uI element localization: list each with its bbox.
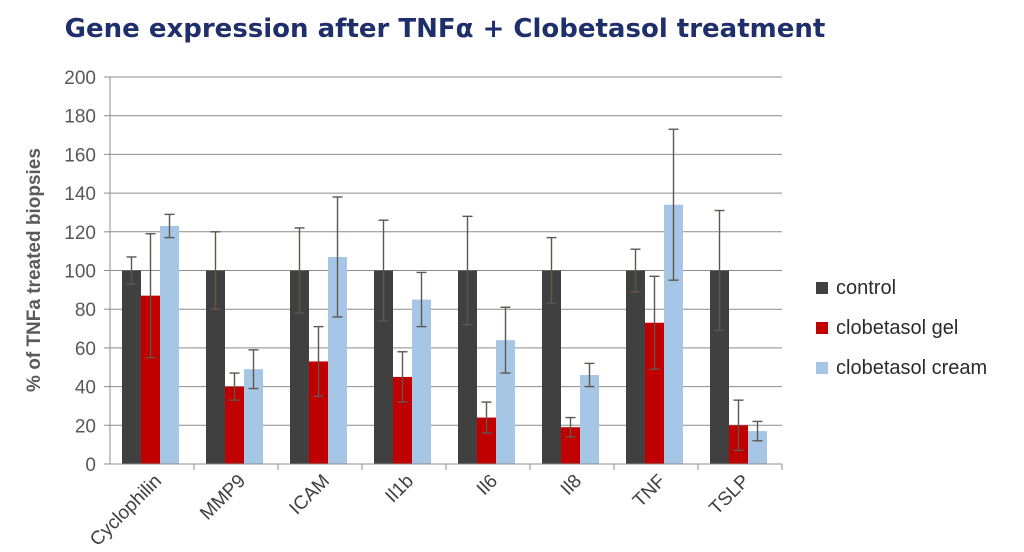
y-tick-label: 40 bbox=[75, 378, 96, 399]
bar-clobetasol-gel-cyclophilin bbox=[141, 295, 160, 464]
x-tick-label-mmp9: MMP9 bbox=[196, 471, 250, 525]
bar-clobetasol-gel-icam bbox=[309, 361, 328, 464]
y-tick-label: 20 bbox=[75, 416, 96, 437]
y-tick-label: 200 bbox=[64, 68, 96, 89]
bars bbox=[122, 204, 767, 464]
x-tick-label-icam: ICAM bbox=[286, 471, 334, 519]
bar-control-il8 bbox=[542, 270, 561, 464]
axes bbox=[104, 76, 783, 470]
bar-control-cyclophilin bbox=[122, 270, 141, 464]
error-bars bbox=[126, 128, 763, 452]
bar-clobetasol-cream-mmp9 bbox=[244, 369, 263, 464]
x-tick-label-tslp: TSLP bbox=[706, 471, 754, 519]
bar-control-mmp9 bbox=[206, 270, 225, 464]
y-tick-label: 80 bbox=[75, 300, 96, 321]
x-tick-label-tnf: TNF bbox=[629, 471, 670, 512]
x-tick-label-il8: Il8 bbox=[557, 471, 586, 500]
bar-control-il6 bbox=[458, 270, 477, 464]
y-tick-label: 140 bbox=[64, 184, 96, 205]
bar-clobetasol-gel-il1b bbox=[393, 376, 412, 464]
legend-swatch-clobetasol-cream bbox=[816, 362, 828, 374]
legend-swatch-control bbox=[816, 282, 828, 294]
y-tick-label: 100 bbox=[64, 262, 96, 283]
legend-label-control: control bbox=[836, 276, 897, 299]
bar-clobetasol-cream-tnf bbox=[664, 204, 683, 464]
bar-control-tnf bbox=[626, 270, 645, 464]
bar-clobetasol-cream-il6 bbox=[496, 340, 515, 464]
legend-label-clobetasol-cream: clobetasol cream bbox=[836, 356, 988, 379]
y-tick-label: 180 bbox=[64, 107, 96, 128]
bar-clobetasol-gel-tnf bbox=[645, 322, 664, 464]
legend-item-clobetasol-gel: clobetasol gel bbox=[816, 308, 987, 348]
bar-control-il1b bbox=[374, 270, 393, 464]
y-tick-label: 60 bbox=[75, 339, 96, 360]
bar-clobetasol-cream-il8 bbox=[580, 374, 599, 464]
legend-item-control: control bbox=[816, 268, 987, 308]
bar-control-tslp bbox=[710, 270, 729, 464]
y-axis-label: % of TNFa treated biopsies bbox=[24, 148, 45, 392]
legend-label-clobetasol-gel: clobetasol gel bbox=[836, 316, 959, 339]
bar-clobetasol-gel-il6 bbox=[477, 417, 496, 464]
y-tick-label: 120 bbox=[64, 223, 96, 244]
x-tick-label-cyclophilin: Cyclophilin bbox=[86, 471, 166, 551]
y-tick-label: 0 bbox=[85, 455, 96, 476]
bar-control-icam bbox=[290, 270, 309, 464]
legend-swatch-clobetasol-gel bbox=[816, 322, 828, 334]
bar-clobetasol-cream-cyclophilin bbox=[160, 225, 179, 464]
bar-clobetasol-cream-icam bbox=[328, 256, 347, 464]
y-tick-label: 160 bbox=[64, 145, 96, 166]
legend: control clobetasol gel clobetasol cream bbox=[816, 268, 987, 388]
bar-clobetasol-cream-il1b bbox=[412, 299, 431, 464]
x-tick-label-il1b: Il1b bbox=[382, 471, 419, 508]
bar-clobetasol-cream-tslp bbox=[748, 431, 767, 464]
chart-title: Gene expression after TNFα + Clobetasol … bbox=[64, 14, 826, 44]
legend-item-clobetasol-cream: clobetasol cream bbox=[816, 348, 987, 388]
bar-clobetasol-gel-mmp9 bbox=[225, 386, 244, 464]
x-tick-label-il6: Il6 bbox=[473, 471, 502, 500]
